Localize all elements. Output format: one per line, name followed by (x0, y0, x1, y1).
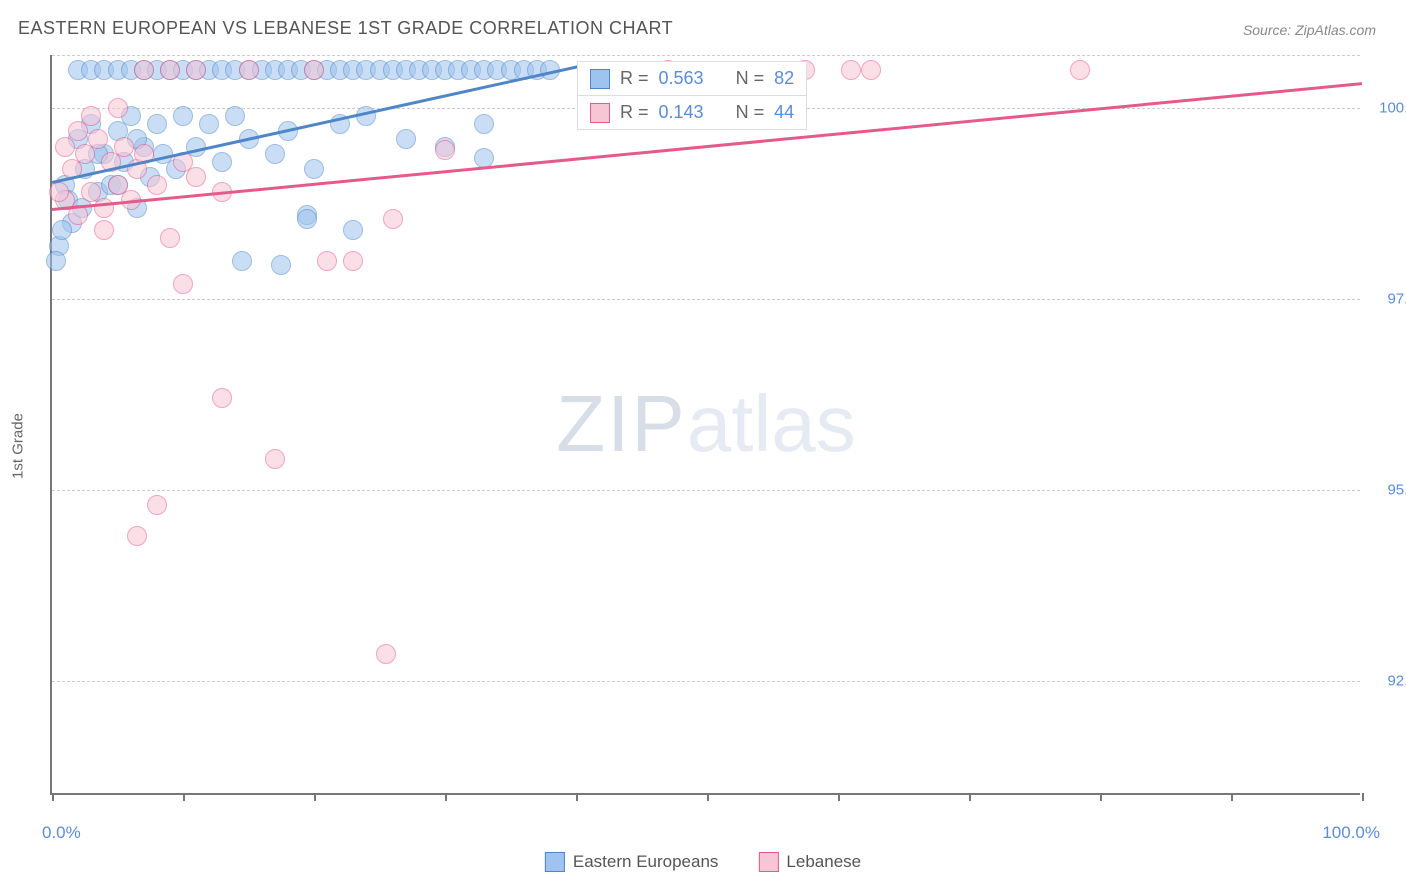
stat-r-value: 0.143 (659, 102, 704, 123)
legend-label: Eastern Europeans (573, 852, 719, 872)
data-point-eastern_europeans (52, 220, 72, 240)
data-point-lebanese (114, 137, 134, 157)
data-point-eastern_europeans (265, 144, 285, 164)
x-tick (707, 793, 709, 801)
x-tick (314, 793, 316, 801)
x-tick (1231, 793, 1233, 801)
stat-r-label: R = (620, 68, 649, 89)
data-point-eastern_europeans (232, 251, 252, 271)
legend-label: Lebanese (786, 852, 861, 872)
data-point-lebanese (383, 209, 403, 229)
stats-box-eastern_europeans: R = 0.563 N = 82 (577, 61, 807, 96)
watermark-atlas: atlas (687, 379, 856, 468)
y-axis-title: 1st Grade (10, 413, 27, 479)
bottom-legend: Eastern Europeans Lebanese (545, 852, 861, 872)
data-point-eastern_europeans (271, 255, 291, 275)
legend-swatch (545, 852, 565, 872)
stat-r-label: R = (620, 102, 649, 123)
data-point-lebanese (108, 98, 128, 118)
data-point-lebanese (49, 182, 69, 202)
data-point-eastern_europeans (474, 114, 494, 134)
gridline-h (52, 299, 1360, 300)
data-point-lebanese (343, 251, 363, 271)
data-point-lebanese (186, 167, 206, 187)
watermark: ZIPatlas (556, 378, 855, 470)
data-point-lebanese (304, 60, 324, 80)
data-point-lebanese (94, 198, 114, 218)
x-tick (445, 793, 447, 801)
data-point-lebanese (127, 526, 147, 546)
data-point-lebanese (1070, 60, 1090, 80)
data-point-eastern_europeans (212, 152, 232, 172)
data-point-eastern_europeans (147, 114, 167, 134)
stat-n-label: N = (736, 102, 765, 123)
x-tick (183, 793, 185, 801)
y-tick-label: 100.0% (1370, 100, 1406, 117)
data-point-lebanese (134, 60, 154, 80)
data-point-lebanese (88, 129, 108, 149)
data-point-lebanese (376, 644, 396, 664)
data-point-lebanese (94, 220, 114, 240)
data-point-lebanese (173, 274, 193, 294)
data-point-eastern_europeans (343, 220, 363, 240)
data-point-lebanese (147, 175, 167, 195)
data-point-eastern_europeans (199, 114, 219, 134)
y-tick-label: 95.0% (1370, 481, 1406, 498)
legend-swatch (590, 69, 610, 89)
data-point-eastern_europeans (46, 251, 66, 271)
data-point-lebanese (212, 388, 232, 408)
stat-n-value: 44 (774, 102, 794, 123)
data-point-lebanese (841, 60, 861, 80)
source-label: Source: ZipAtlas.com (1243, 22, 1376, 38)
stats-box-lebanese: R = 0.143 N = 44 (577, 95, 807, 130)
chart-plot-area: ZIPatlas 92.5%95.0%97.5%100.0%0.0%100.0%… (50, 55, 1360, 795)
chart-title: EASTERN EUROPEAN VS LEBANESE 1ST GRADE C… (18, 18, 673, 39)
watermark-zip: ZIP (556, 379, 686, 468)
y-tick-label: 97.5% (1370, 291, 1406, 308)
data-point-lebanese (265, 449, 285, 469)
data-point-lebanese (435, 140, 455, 160)
x-tick (1100, 793, 1102, 801)
x-end-label: 100.0% (1322, 823, 1380, 843)
data-point-lebanese (239, 60, 259, 80)
data-point-lebanese (147, 495, 167, 515)
data-point-eastern_europeans (173, 106, 193, 126)
data-point-lebanese (55, 137, 75, 157)
data-point-eastern_europeans (396, 129, 416, 149)
data-point-eastern_europeans (225, 106, 245, 126)
x-tick (969, 793, 971, 801)
legend-item-eastern_europeans: Eastern Europeans (545, 852, 719, 872)
stat-n-value: 82 (774, 68, 794, 89)
x-tick (576, 793, 578, 801)
y-tick-label: 92.5% (1370, 672, 1406, 689)
legend-item-lebanese: Lebanese (758, 852, 861, 872)
data-point-lebanese (861, 60, 881, 80)
gridline-h (52, 490, 1360, 491)
data-point-eastern_europeans (304, 159, 324, 179)
gridline-h (52, 681, 1360, 682)
data-point-lebanese (186, 60, 206, 80)
x-tick (52, 793, 54, 801)
stat-n-label: N = (736, 68, 765, 89)
data-point-lebanese (317, 251, 337, 271)
legend-swatch (758, 852, 778, 872)
gridline-h (52, 55, 1360, 56)
legend-swatch (590, 103, 610, 123)
x-tick (838, 793, 840, 801)
data-point-eastern_europeans (297, 209, 317, 229)
stat-r-value: 0.563 (659, 68, 704, 89)
data-point-lebanese (160, 60, 180, 80)
data-point-lebanese (160, 228, 180, 248)
x-tick (1362, 793, 1364, 801)
x-start-label: 0.0% (42, 823, 81, 843)
